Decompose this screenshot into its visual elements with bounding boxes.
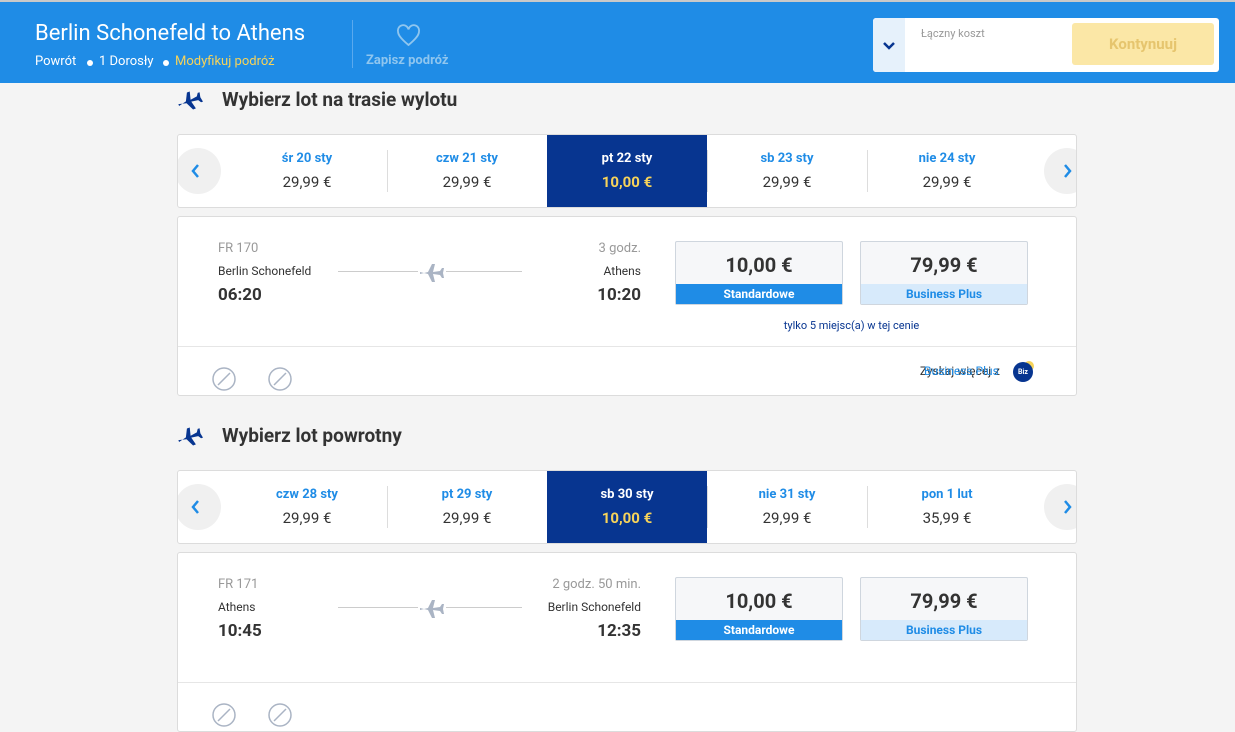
arrive-time: 10:20	[597, 285, 641, 305]
depart-time: 10:45	[218, 621, 262, 641]
section-heading: Wybierz lot na trasie wylotu	[222, 88, 458, 111]
fare-name: Business Plus	[861, 284, 1027, 304]
modify-link[interactable]: Modyfikuj podróż	[175, 54, 275, 69]
bullet	[87, 60, 93, 66]
depart-time: 06:20	[218, 285, 262, 305]
passengers: 1 Dorosły	[99, 54, 154, 69]
cell-divider	[387, 150, 388, 192]
plane-icon	[176, 425, 204, 453]
flight-card: FR 170 Berlin Schonefeld 06:20 3 godz. Athen…	[177, 216, 1077, 396]
flight-number: FR 170	[218, 241, 259, 256]
date-label: pt 29 sty	[441, 487, 493, 502]
date-strip: śr 20 sty 29,99 € czw 21 sty 29,99 € pt 22 s…	[177, 134, 1077, 208]
cell-divider	[867, 486, 868, 528]
route-plane	[418, 261, 446, 289]
date-price: 29,99 €	[282, 173, 332, 191]
card-divider	[178, 682, 1076, 683]
continue-button[interactable]: Kontynuuj	[1072, 23, 1214, 65]
date-price: 29,99 €	[762, 509, 812, 527]
date-label: sb 30 sty	[600, 487, 654, 502]
date-cell[interactable]: czw 28 sty 29,99 €	[227, 471, 387, 543]
date-cell[interactable]: czw 21 sty 29,99 €	[387, 135, 547, 207]
fare-option[interactable]: 79,99 € Business Plus	[860, 577, 1028, 641]
fare-price: 10,00 €	[725, 253, 793, 277]
date-cell[interactable]: śr 20 sty 29,99 €	[227, 135, 387, 207]
route-plane	[418, 597, 446, 625]
flight-number: FR 171	[218, 577, 259, 592]
date-label: pon 1 lut	[921, 487, 973, 502]
date-cell[interactable]: nie 31 sty 29,99 €	[707, 471, 867, 543]
duration: 2 godz. 50 min.	[552, 577, 641, 592]
bullet	[163, 60, 169, 66]
header-bar: Berlin Schonefeld to Athens Powrót 1 Doros…	[0, 0, 1235, 83]
promo-text: Zyskaj więcej z	[919, 364, 1000, 378]
divider	[352, 20, 353, 68]
biz-badge: Biz	[1013, 362, 1033, 382]
date-cell[interactable]: nie 24 sty 29,99 €	[867, 135, 1027, 207]
date-cell[interactable]: pon 1 lut 35,99 €	[867, 471, 1027, 543]
date-label: czw 28 sty	[276, 487, 338, 502]
date-price: 29,99 €	[922, 173, 972, 191]
dropdown-toggle[interactable]	[873, 18, 905, 72]
service-icon	[268, 367, 292, 395]
destination: Athens	[603, 264, 641, 278]
date-label: śr 20 sty	[281, 151, 333, 166]
date-label: sb 23 sty	[760, 151, 814, 166]
fare-name: Standardowe	[676, 284, 842, 304]
heart-icon[interactable]	[396, 24, 421, 48]
prev-arrow[interactable]	[178, 484, 221, 530]
next-arrow[interactable]	[1044, 484, 1076, 530]
flight-card: FR 171 Athens 10:45 2 godz. 50 min. Berlin S…	[177, 552, 1077, 732]
route-title: Berlin Schonefeld to Athens	[35, 21, 306, 46]
date-cell[interactable]: pt 22 sty 10,00 €	[547, 135, 707, 207]
date-price: 29,99 €	[442, 509, 492, 527]
fare-price: 79,99 €	[910, 589, 978, 613]
trip-type: Powrót	[35, 54, 77, 69]
promo-link[interactable]: Business Plus	[924, 364, 999, 378]
section-heading: Wybierz lot powrotny	[222, 424, 402, 447]
date-label: nie 24 sty	[918, 151, 976, 166]
service-icon	[212, 367, 236, 395]
destination: Berlin Schonefeld	[547, 600, 641, 614]
service-icon	[268, 703, 292, 731]
plane-icon	[176, 89, 204, 117]
date-label: pt 22 sty	[601, 151, 653, 166]
service-icon	[212, 703, 236, 731]
date-price: 29,99 €	[282, 509, 332, 527]
date-price: 35,99 €	[922, 509, 972, 527]
cell-divider	[707, 486, 708, 528]
save-trip[interactable]: Zapisz podróż	[366, 53, 449, 68]
origin: Berlin Schonefeld	[218, 264, 312, 278]
date-label: czw 21 sty	[436, 151, 498, 166]
prev-arrow[interactable]	[178, 148, 221, 194]
date-price: 29,99 €	[442, 173, 492, 191]
fare-name: Standardowe	[676, 620, 842, 640]
date-price: 10,00 €	[601, 173, 653, 191]
total-label: Łączny koszt	[921, 27, 985, 40]
fare-price: 79,99 €	[910, 253, 978, 277]
fare-option[interactable]: 10,00 € Standardowe	[675, 241, 843, 305]
date-label: nie 31 sty	[758, 487, 816, 502]
date-cell[interactable]: sb 23 sty 29,99 €	[707, 135, 867, 207]
card-divider	[178, 346, 1076, 347]
seats-note: tylko 5 miejsc(a) w tej cenie	[783, 319, 920, 332]
fare-name: Business Plus	[861, 620, 1027, 640]
date-strip: czw 28 sty 29,99 € pt 29 sty 29,99 € sb 30 s…	[177, 470, 1077, 544]
fare-option[interactable]: 79,99 € Business Plus	[860, 241, 1028, 305]
fare-option[interactable]: 10,00 € Standardowe	[675, 577, 843, 641]
date-price: 29,99 €	[762, 173, 812, 191]
date-price: 10,00 €	[601, 509, 653, 527]
duration: 3 godz.	[598, 241, 641, 256]
cell-divider	[867, 150, 868, 192]
date-cell[interactable]: sb 30 sty 10,00 €	[547, 471, 707, 543]
next-arrow[interactable]	[1044, 148, 1076, 194]
cell-divider	[707, 150, 708, 192]
origin: Athens	[218, 600, 256, 614]
cell-divider	[387, 486, 388, 528]
arrive-time: 12:35	[597, 621, 641, 641]
fare-price: 10,00 €	[725, 589, 793, 613]
date-cell[interactable]: pt 29 sty 29,99 €	[387, 471, 547, 543]
